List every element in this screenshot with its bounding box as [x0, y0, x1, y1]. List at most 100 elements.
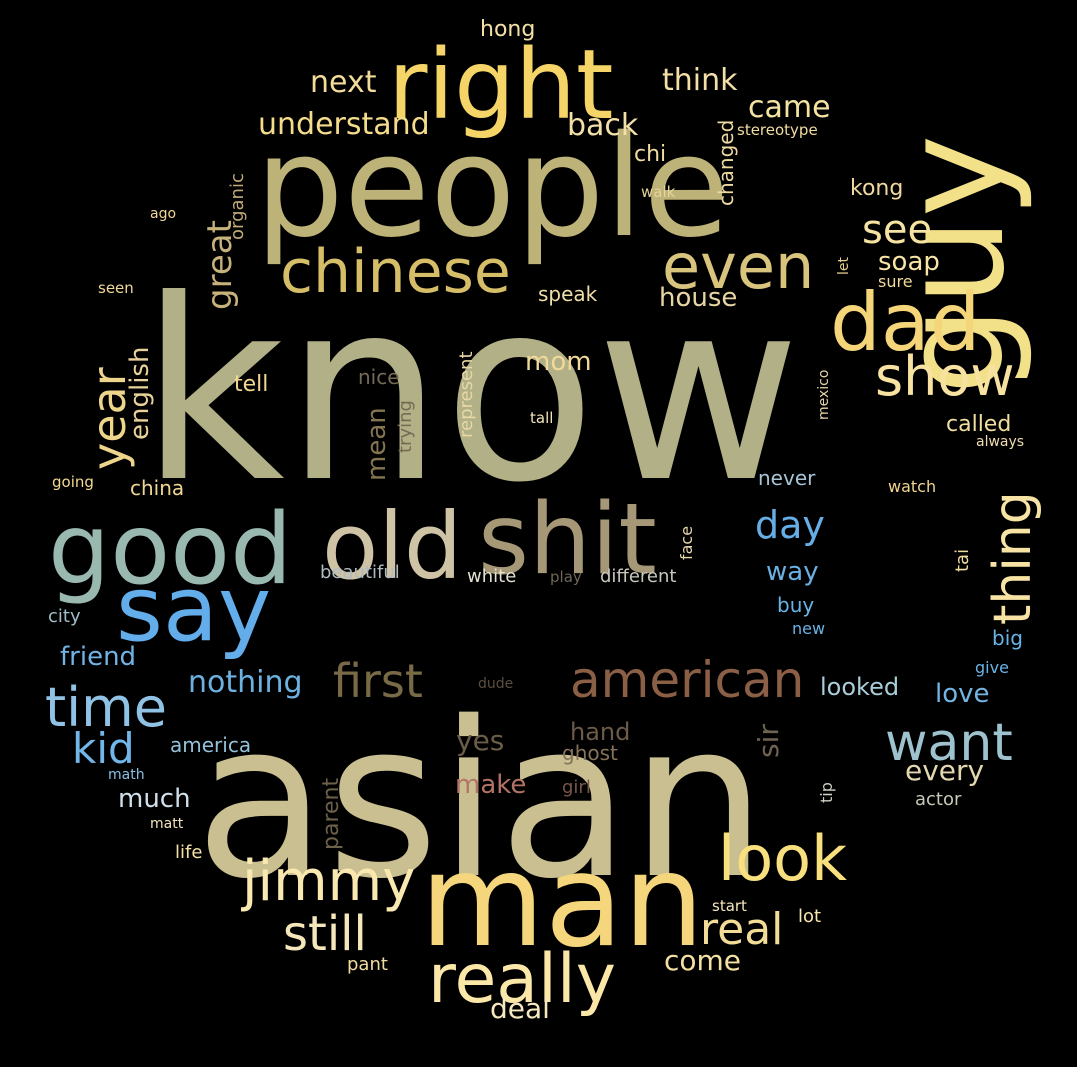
word-year: year: [82, 367, 136, 470]
word-dude: dude: [478, 676, 513, 692]
word-ghost: ghost: [562, 741, 618, 765]
word-see: see: [862, 207, 932, 253]
word-trying: trying: [395, 400, 416, 453]
word-day: day: [755, 503, 825, 547]
word-friend: friend: [60, 642, 136, 672]
word-different: different: [600, 566, 676, 587]
word-pant: pant: [347, 954, 388, 975]
word-came: came: [748, 90, 831, 125]
word-know: know: [140, 246, 801, 537]
word-beautiful: beautiful: [320, 562, 400, 583]
word-want: want: [885, 713, 1013, 773]
word-people: people: [255, 106, 730, 269]
word-stereotype: stereotype: [737, 121, 818, 139]
word-soap: soap: [878, 247, 940, 277]
word-good: good: [48, 493, 292, 607]
word-way: way: [766, 557, 819, 587]
word-life: life: [175, 842, 202, 863]
word-face: face: [677, 526, 696, 560]
word-show: show: [875, 345, 1015, 408]
word-real: real: [700, 904, 783, 955]
word-house: house: [659, 283, 737, 313]
word-nothing: nothing: [188, 665, 303, 700]
word-asian: asian: [195, 675, 767, 926]
word-even: even: [662, 230, 814, 303]
word-mexico: mexico: [816, 370, 832, 420]
word-new: new: [792, 619, 825, 638]
word-much: much: [118, 784, 191, 814]
word-kong: kong: [850, 176, 903, 201]
word-english: english: [125, 347, 155, 440]
word-still: still: [283, 906, 367, 962]
word-called: called: [946, 412, 1011, 437]
word-chi: chi: [634, 142, 666, 167]
word-speak: speak: [538, 282, 598, 306]
word-girl: girl: [562, 777, 591, 798]
word-first: first: [333, 654, 423, 708]
word-jimmy: jimmy: [240, 849, 415, 914]
word-hand: hand: [570, 718, 630, 746]
word-always: always: [976, 434, 1024, 450]
word-man: man: [420, 827, 704, 976]
word-matt: matt: [150, 816, 184, 832]
word-back: back: [567, 108, 639, 143]
word-america: america: [170, 733, 251, 757]
word-represent: represent: [456, 351, 477, 438]
word-play: play: [550, 568, 582, 586]
word-deal: deal: [490, 992, 550, 1025]
word-kid: kid: [72, 724, 135, 773]
word-guy: guy: [873, 135, 1036, 395]
word-nice: nice: [358, 365, 400, 389]
word-white: white: [467, 566, 516, 587]
word-sir: sir: [752, 724, 785, 758]
word-let: let: [836, 256, 852, 275]
word-dad: dad: [830, 276, 981, 369]
word-big: big: [992, 626, 1023, 650]
word-hong: hong: [480, 17, 535, 42]
word-love: love: [935, 679, 990, 709]
word-yes: yes: [456, 724, 504, 757]
word-think: think: [662, 63, 738, 98]
word-going: going: [52, 473, 94, 491]
word-understand: understand: [258, 107, 430, 142]
word-tai: tai: [952, 549, 973, 572]
word-tall: tall: [530, 409, 553, 427]
word-american: american: [570, 651, 804, 709]
word-actor: actor: [915, 789, 962, 810]
word-buy: buy: [777, 593, 814, 617]
word-never: never: [758, 466, 816, 490]
word-chinese: chinese: [280, 237, 511, 307]
word-organic: organic: [227, 173, 248, 240]
word-tip: tip: [817, 782, 836, 803]
word-looked: looked: [820, 673, 899, 701]
word-look: look: [718, 822, 847, 895]
word-make: make: [455, 770, 526, 800]
word-parent: parent: [319, 778, 344, 850]
word-sure: sure: [878, 272, 913, 291]
word-walk: walk: [641, 183, 676, 201]
word-thing: thing: [983, 491, 1043, 625]
word-seen: seen: [98, 279, 134, 297]
word-time: time: [45, 676, 167, 739]
word-start: start: [712, 897, 747, 915]
word-tell: tell: [234, 372, 268, 397]
word-really: really: [428, 940, 616, 1019]
word-changed: changed: [714, 120, 738, 206]
word-china: china: [130, 476, 184, 500]
word-mom: mom: [525, 347, 592, 377]
word-every: every: [905, 754, 984, 787]
word-ago: ago: [150, 206, 176, 222]
word-give: give: [975, 658, 1009, 677]
word-math: math: [108, 767, 145, 783]
word-come: come: [664, 944, 741, 977]
word-lot: lot: [798, 906, 821, 927]
word-old: old: [322, 493, 462, 600]
word-right: right: [388, 29, 614, 141]
word-great: great: [200, 220, 240, 310]
word-next: next: [310, 65, 377, 100]
word-say: say: [116, 557, 271, 662]
word-watch: watch: [888, 477, 936, 496]
word-mean: mean: [362, 407, 392, 481]
word-shit: shit: [478, 483, 657, 597]
